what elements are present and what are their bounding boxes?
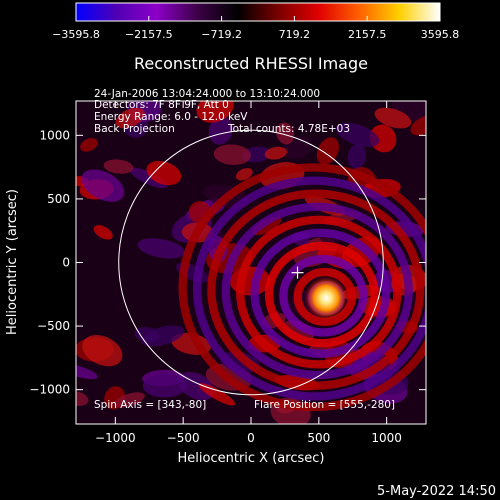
- sidelobe-ring: [236, 215, 402, 369]
- heatmap-blob: [115, 107, 145, 129]
- heatmap-blob: [103, 159, 134, 174]
- sidelobe-ring: [192, 176, 426, 401]
- heatmap-blob: [374, 107, 412, 129]
- x-tick-label: −500: [167, 431, 200, 445]
- heatmap-blob: [347, 144, 367, 169]
- x-tick-label: 500: [307, 431, 330, 445]
- heatmap-blob: [80, 138, 98, 152]
- heatmap-blob: [93, 225, 113, 240]
- heatmap-blob: [146, 160, 182, 186]
- info-line-detectors: Detectors: 7F 8F 9F, Att 0: [94, 99, 229, 111]
- x-tick-label: −1000: [95, 431, 136, 445]
- y-tick-label: 500: [47, 192, 70, 206]
- colorbar-tick-label: −2157.5: [125, 28, 173, 41]
- heatmap-blob: [129, 167, 168, 189]
- sidelobe-ring: [178, 163, 426, 412]
- info-block: 24-Jan-2006 13:04:24.000 to 13:10:24.000…: [94, 88, 350, 135]
- spin-axis-label: Spin Axis = [343,-80]: [94, 399, 206, 411]
- colorbar-tick-label: 719.2: [279, 28, 311, 41]
- y-tick-label: 1000: [39, 128, 70, 142]
- heatmap-blob: [82, 335, 123, 367]
- heatmap-blob: [276, 122, 295, 145]
- date-stamp: 5-May-2022 14:50: [377, 484, 496, 499]
- heatmap-blob: [137, 238, 185, 259]
- info-line-method: Back Projection: [94, 123, 175, 135]
- colorbar-tick-label: −3595.8: [52, 28, 100, 41]
- colorbar-tick-label: −719.2: [201, 28, 242, 41]
- y-axis-ticks: −1000 −500 0 500 1000: [29, 128, 426, 397]
- heatmap-blob: [198, 383, 236, 406]
- info-line-time: 24-Jan-2006 13:04:24.000 to 13:10:24.000: [94, 88, 320, 100]
- y-tick-label: 0: [62, 256, 70, 270]
- chart-title: Reconstructed RHESSI Image: [134, 54, 368, 73]
- x-axis-ticks: −1000 −500 0 500 1000: [95, 101, 402, 445]
- heatmap-blob: [264, 146, 288, 160]
- heatmap-blob: [134, 326, 160, 343]
- heatmap-image: [76, 101, 426, 424]
- x-tick-label: 0: [247, 431, 255, 445]
- heatmap-blob: [410, 115, 426, 136]
- flare-source: [304, 276, 349, 321]
- y-tick-label: −1000: [29, 383, 70, 397]
- sidelobe-ring: [293, 267, 356, 326]
- heatmap-blob: [335, 122, 380, 147]
- spin-axis-marker: [291, 266, 304, 279]
- heatmap-blob: [208, 116, 233, 145]
- sidelobe-ring: [250, 228, 391, 358]
- heatmap-blob: [369, 124, 397, 153]
- sidelobe-ring: [207, 189, 425, 390]
- heatmap-blob: [213, 144, 251, 165]
- heatmap-blob: [235, 168, 253, 181]
- sidelobe-ring: [279, 254, 368, 337]
- heatmap-blob: [113, 392, 145, 408]
- heatmap-blob: [316, 137, 339, 165]
- y-axis-label: Heliocentric Y (arcsec): [5, 189, 20, 335]
- heatmap-blob: [177, 371, 215, 401]
- x-axis-label: Heliocentric X (arcsec): [178, 451, 325, 466]
- colorbar-ticks: −3595.8 −2157.5 −719.2 719.2 2157.5 3595.8: [52, 16, 459, 41]
- colorbar-tick-label: 3595.8: [421, 28, 460, 41]
- y-tick-label: −500: [37, 319, 70, 333]
- heatmap-blob: [142, 373, 187, 398]
- flare-position-label: Flare Position = [555,-280]: [254, 399, 395, 411]
- colorbar: [75, 2, 441, 22]
- heatmap-blob: [196, 101, 234, 123]
- sidelobe-ring: [221, 202, 413, 380]
- x-tick-label: 1000: [371, 431, 402, 445]
- info-line-energy: Energy Range: 6.0 - 12.0 keV: [94, 111, 248, 123]
- info-total-counts: Total counts: 4.78E+03: [227, 123, 350, 135]
- solar-limb-circle: [118, 129, 384, 396]
- heatmap-blob: [76, 362, 98, 379]
- colorbar-tick-label: 2157.5: [348, 28, 387, 41]
- sidelobe-ring: [264, 241, 379, 348]
- heatmap-blob: [81, 169, 125, 202]
